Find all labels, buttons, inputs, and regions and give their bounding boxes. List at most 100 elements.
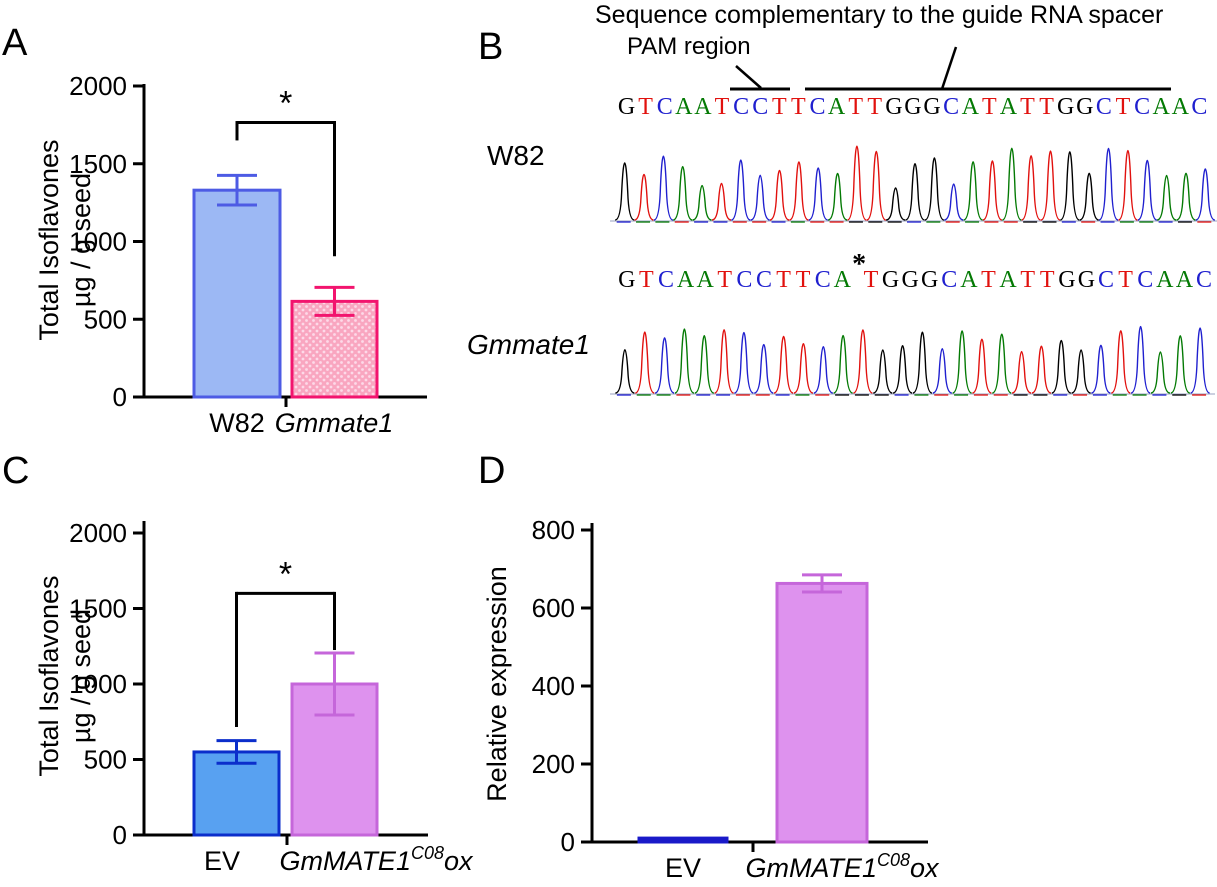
base-G: G (923, 94, 941, 120)
y-axis-title: Total Isoflavonesµg / g seed (34, 139, 96, 340)
base-T: T (981, 94, 997, 120)
base-G: G (921, 267, 939, 293)
base-C: C (733, 94, 750, 120)
peak-T (866, 150, 887, 221)
peak-C (750, 174, 770, 221)
chart-a: 0 500 1000 1500 2000 W82 Gmmate1 Total Isoflavo… (34, 71, 427, 438)
gmmate1-row-label: Gmmate1 (467, 329, 590, 360)
bar-0 (639, 838, 727, 842)
bar-1 (777, 583, 867, 842)
y-tick-label: 400 (532, 671, 575, 701)
peak-T (793, 342, 814, 394)
base-A: A (676, 267, 695, 293)
peak-A (1156, 174, 1177, 221)
panel-label-a: A (2, 22, 28, 64)
peak-C (1190, 327, 1210, 394)
panel-b-sequencing: Sequence complementary to the guide RNA … (455, 0, 1217, 430)
base-G: G (904, 94, 922, 120)
base-C: C (657, 267, 674, 293)
base-T: T (848, 94, 863, 120)
peak-A (992, 333, 1012, 394)
w82-row-label: W82 (487, 140, 545, 171)
y-tick-label: 0 (113, 820, 127, 850)
peak-A (694, 334, 715, 394)
peak-G (614, 162, 635, 221)
y-tick-label: 1500 (69, 594, 127, 624)
significance-asterisk: * (279, 85, 292, 123)
base-A: A (1152, 94, 1170, 120)
base-A: A (999, 94, 1018, 120)
peak-A (1002, 147, 1022, 221)
base-T: T (714, 94, 730, 120)
peak-T (635, 331, 655, 394)
pam-region-label: PAM region (627, 33, 751, 60)
base-A: A (960, 267, 978, 293)
base-T: T (867, 94, 883, 120)
base-T: T (1039, 267, 1055, 293)
base-T: T (1020, 94, 1035, 120)
base-A: A (1171, 94, 1189, 120)
peak-T (773, 335, 794, 394)
peak-A (692, 184, 712, 221)
y-tick-label: 0 (561, 827, 575, 857)
spacer-pointer-line (940, 46, 958, 90)
peak-T (972, 338, 992, 394)
y-tick-label: 800 (532, 515, 575, 545)
peak-C (1195, 168, 1215, 221)
spacer-annotation-title: Sequence complementary to the guide RNA … (595, 1, 1164, 29)
peak-T (1118, 149, 1138, 221)
peak-T (769, 169, 790, 221)
peak-T (853, 329, 873, 394)
base-A: A (827, 94, 846, 120)
peak-G (873, 349, 893, 394)
peak-T (1111, 330, 1131, 394)
y-tick-label: 200 (532, 749, 575, 779)
peak-T (711, 182, 732, 221)
chromatogram-canvas (610, 46, 1217, 396)
peak-T (634, 173, 654, 221)
base-A: A (1175, 267, 1194, 293)
base-G: G (901, 267, 919, 293)
base-G: G (1057, 94, 1075, 120)
base-G: G (885, 94, 903, 120)
peak-T (847, 145, 867, 221)
y-tick-label: 1500 (69, 149, 127, 179)
y-tick-label: 1000 (69, 227, 127, 257)
peak-C (1130, 325, 1151, 394)
peak-G (1051, 339, 1072, 394)
panel-label-b: B (478, 26, 504, 68)
peak-A (1150, 351, 1171, 394)
base-T: T (1118, 267, 1133, 293)
x-category-label: W82 (209, 408, 265, 438)
peak-A (1176, 172, 1196, 221)
bar-0 (194, 190, 280, 397)
base-T: T (795, 267, 811, 293)
peak-A (952, 330, 972, 394)
peak-A (963, 161, 983, 221)
peak-A (833, 334, 853, 394)
peak-T (789, 161, 809, 221)
base-A: A (833, 267, 851, 293)
y-axis-title: Total Isoflavonesµg / g seed (34, 575, 96, 776)
peak-A (672, 165, 693, 221)
peak-G (905, 162, 925, 221)
y-tick-label: 500 (84, 304, 127, 334)
bar-pattern (292, 301, 377, 397)
base-C: C (736, 267, 753, 293)
chart-c: 0 500 1000 1500 2000 EV GmMATE1C08ox Total Isof… (34, 518, 474, 876)
base-T: T (639, 267, 654, 293)
base-A: A (694, 94, 712, 120)
gmmate1-sequence: G T C AA T C C T T C A*T GGG C A T A T T GG C T C AA C (617, 251, 1214, 294)
y-tick-label: 1000 (69, 669, 127, 699)
base-G: G (1076, 94, 1094, 120)
y-tick-label: 2000 (69, 71, 127, 101)
base-G: G (617, 94, 636, 120)
peak-C (813, 345, 833, 394)
bar-outline (637, 836, 729, 844)
base-T: T (771, 94, 787, 120)
base-C: C (752, 94, 769, 120)
x-category-label: GmMATE1C08ox (745, 850, 940, 883)
peak-G (924, 157, 945, 221)
peak-G (885, 187, 906, 221)
base-A: A (696, 267, 714, 293)
